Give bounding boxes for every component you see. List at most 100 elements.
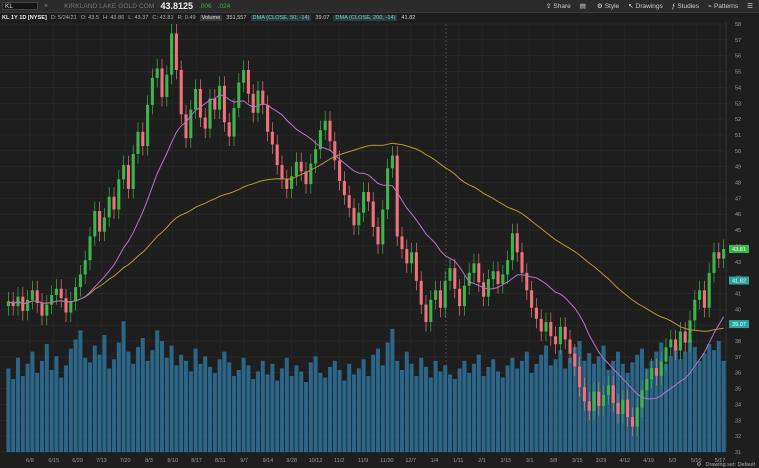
candle-body bbox=[635, 407, 639, 427]
candle-body bbox=[323, 120, 327, 131]
candle-body bbox=[544, 322, 548, 332]
volume-bar bbox=[299, 371, 304, 452]
studies-label: Studies bbox=[677, 2, 700, 10]
candle-body bbox=[347, 195, 351, 208]
volume-bar bbox=[83, 357, 88, 452]
patterns-button[interactable]: ⌁ Patterns bbox=[708, 2, 738, 10]
candle-body bbox=[587, 401, 591, 411]
volume-bar bbox=[111, 359, 117, 452]
volume-bar bbox=[251, 379, 256, 452]
legend-date: D: 5/24/21 bbox=[50, 14, 77, 21]
y-tick-label: 57 bbox=[735, 38, 741, 44]
x-tick-label: 3/15 bbox=[572, 458, 583, 464]
volume-bar bbox=[711, 350, 717, 452]
volume-study-label[interactable]: Volume bbox=[199, 14, 223, 21]
volume-bar bbox=[515, 368, 520, 452]
candle-body bbox=[203, 117, 207, 129]
candle-body bbox=[515, 233, 519, 253]
style-button[interactable]: ⚙ Style bbox=[597, 2, 619, 10]
volume-bar bbox=[697, 360, 702, 452]
dma200-study-label[interactable]: DMA (CLOSE, 200, -14) bbox=[333, 14, 398, 21]
x-tick-label: 1/4 bbox=[431, 458, 439, 464]
y-tick-label: 52 bbox=[735, 117, 741, 123]
studies-button[interactable]: ƒ Studies bbox=[672, 3, 699, 10]
x-tick-label: 5/10 bbox=[691, 458, 702, 464]
candle-body bbox=[141, 131, 145, 147]
share-label: Share bbox=[553, 3, 571, 10]
volume-bar bbox=[380, 365, 385, 452]
candle-body bbox=[448, 268, 452, 281]
print-button[interactable]: ▤ bbox=[580, 2, 588, 10]
symbol-input[interactable]: KL bbox=[2, 2, 38, 10]
y-tick-label: 46 bbox=[735, 212, 741, 218]
x-tick-label: 12/7 bbox=[405, 458, 416, 464]
volume-bar bbox=[126, 351, 131, 452]
volume-bar bbox=[467, 372, 472, 452]
candle-body bbox=[390, 155, 394, 169]
settings-icon[interactable]: ⚙ bbox=[696, 462, 702, 468]
volume-bar bbox=[59, 377, 64, 452]
candle-body bbox=[722, 248, 726, 259]
candle-body bbox=[304, 171, 308, 185]
candle-body bbox=[136, 131, 140, 154]
candle-body bbox=[386, 168, 390, 210]
price-label-text: 43.81 bbox=[732, 247, 746, 253]
volume-bar bbox=[25, 363, 30, 452]
volume-bar bbox=[102, 334, 107, 452]
candle-body bbox=[472, 263, 476, 273]
candle-body bbox=[285, 179, 289, 189]
candle-body bbox=[381, 209, 385, 245]
candle-body bbox=[578, 366, 582, 388]
candle-body bbox=[563, 326, 567, 340]
candle-body bbox=[530, 290, 534, 308]
candle-body bbox=[194, 88, 198, 110]
candle-body bbox=[280, 165, 284, 180]
volume-bar bbox=[203, 356, 208, 452]
volume-bar bbox=[476, 354, 481, 452]
y-tick-label: 51 bbox=[735, 133, 741, 139]
volume-bar bbox=[443, 365, 448, 452]
candle-body bbox=[54, 288, 58, 296]
volume-bar bbox=[279, 368, 285, 452]
volume-bar bbox=[183, 360, 189, 452]
volume-bar bbox=[78, 330, 83, 452]
candle-body bbox=[429, 299, 433, 323]
y-tick-label: 32 bbox=[735, 434, 741, 440]
volume-bar bbox=[49, 369, 54, 452]
volume-bar bbox=[567, 357, 573, 452]
candle-body bbox=[299, 161, 303, 172]
candle-body bbox=[477, 263, 481, 283]
volume-bar bbox=[361, 359, 366, 452]
dma200-line bbox=[8, 142, 724, 332]
volume-bar bbox=[327, 366, 333, 452]
candle-body bbox=[83, 260, 87, 275]
close-icon[interactable]: × bbox=[44, 2, 49, 10]
candle-body bbox=[88, 236, 92, 261]
volume-bar bbox=[692, 347, 697, 452]
volume-bar bbox=[577, 341, 582, 452]
volume-bar bbox=[452, 379, 457, 452]
share-button[interactable]: ⇪ Share bbox=[546, 2, 571, 10]
volume-bar bbox=[385, 342, 390, 452]
y-tick-label: 50 bbox=[735, 149, 741, 155]
candle-body bbox=[59, 288, 63, 299]
x-tick-label: 6/29 bbox=[72, 458, 83, 464]
status-bar: ⚙ Drawing set: Default bbox=[0, 462, 759, 468]
dma50-study-label[interactable]: DMA (CLOSE, 50, -14) bbox=[250, 14, 312, 21]
volume-bar bbox=[303, 382, 309, 452]
menu-button[interactable]: ☰ bbox=[747, 2, 755, 10]
volume-bar bbox=[332, 360, 337, 452]
volume-bar bbox=[116, 342, 121, 452]
share-icon: ⇪ bbox=[545, 3, 552, 10]
style-label: Style bbox=[604, 3, 620, 10]
candle-body bbox=[246, 69, 250, 94]
volume-bar bbox=[659, 342, 664, 452]
candle-body bbox=[717, 252, 721, 259]
candle-body bbox=[640, 390, 644, 408]
drawings-button[interactable]: ↖ Drawings bbox=[628, 2, 663, 10]
x-tick-label: 2/15 bbox=[501, 458, 512, 464]
candle-body bbox=[155, 68, 159, 78]
volume-bar bbox=[179, 354, 184, 452]
candle-body bbox=[131, 153, 135, 189]
